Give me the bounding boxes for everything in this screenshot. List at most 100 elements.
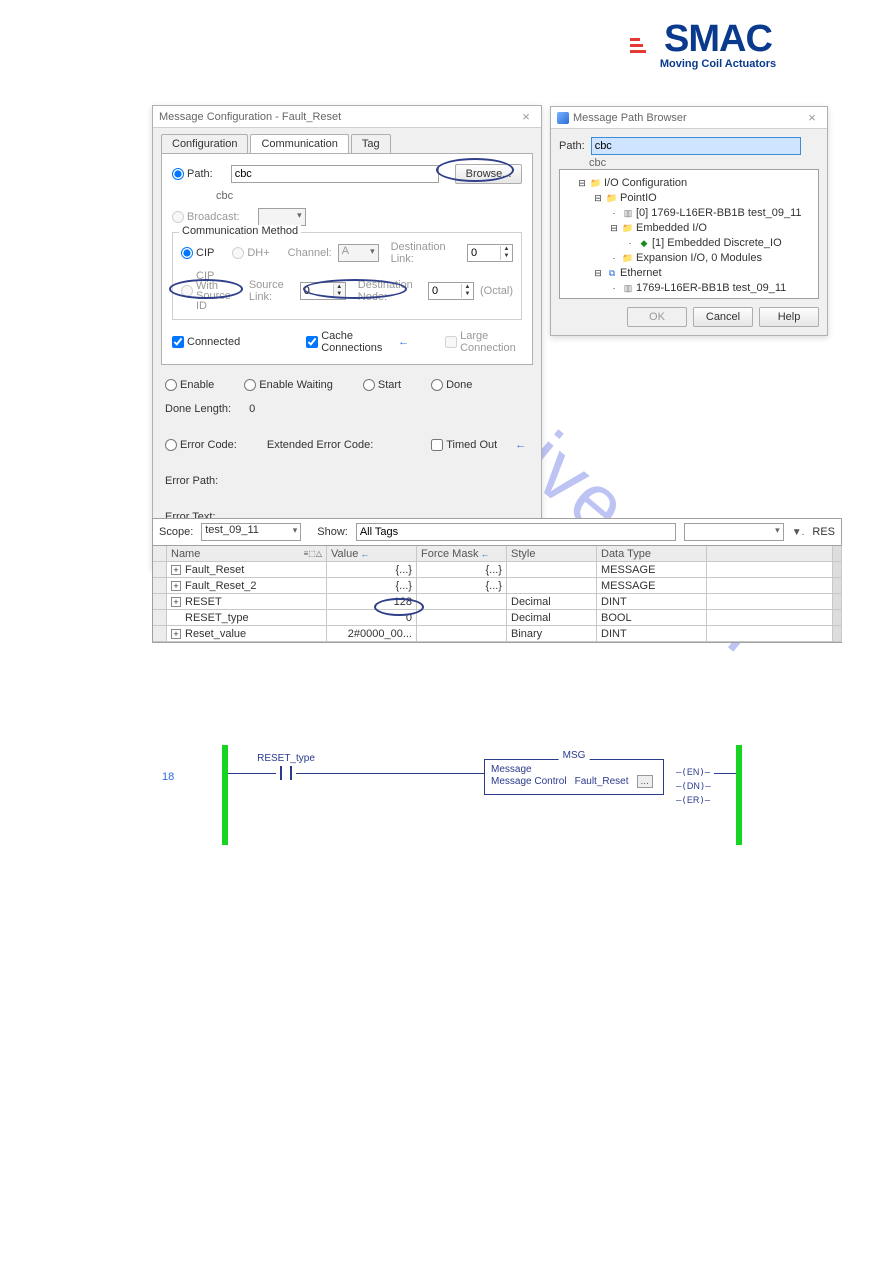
timed-out-label: Timed Out <box>446 439 497 451</box>
enable-waiting-label: Enable Waiting <box>259 379 333 391</box>
source-link-spinner[interactable]: ▲▼ <box>300 282 346 300</box>
show-label: Show: <box>317 526 348 538</box>
comm-method-title: Communication Method <box>179 225 301 237</box>
msg-control-tag: Fault_Reset <box>575 776 629 787</box>
msg-ellipsis-button[interactable]: ... <box>637 775 653 788</box>
tree-node[interactable]: ⊟📁I/O Configuration <box>564 176 814 191</box>
contact-reset-type[interactable]: RESET_type <box>276 766 296 783</box>
ext-error-label: Extended Error Code: <box>267 439 373 451</box>
table-row[interactable]: +Fault_Reset_2{...}{...}MESSAGE <box>153 578 841 594</box>
start-radio[interactable]: Start <box>363 379 401 391</box>
table-row[interactable]: RESET_type0DecimalBOOL <box>153 610 841 626</box>
connected-checkbox[interactable]: Connected <box>172 336 240 348</box>
logo-tagline: Moving Coil Actuators <box>638 58 798 70</box>
show-dropdown[interactable] <box>684 523 784 541</box>
dest-link-spinner[interactable]: ▲▼ <box>467 244 513 262</box>
ladder-rung: 18 RESET_type MSG Message Message Contro… <box>152 745 752 845</box>
table-row[interactable]: +RESET128DecimalDINT <box>153 594 841 610</box>
dest-node-spinner[interactable]: ▲▼ <box>428 282 474 300</box>
timed-out-arrow-icon: ← <box>515 439 526 451</box>
cip-with-radio[interactable]: CIP With Source ID <box>181 271 231 311</box>
source-link-value[interactable] <box>301 283 333 299</box>
enable-radio[interactable]: Enable <box>165 379 214 391</box>
tree-node[interactable]: ·▥1769-L16ER-BB1B test_09_11 <box>564 281 814 296</box>
message-configuration-dialog: Message Configuration - Fault_Reset × Co… <box>152 105 542 570</box>
cip-with-label: CIP With Source ID <box>196 271 231 311</box>
browse-button[interactable]: Browse... <box>455 164 522 184</box>
dialog-title: Message Configuration - Fault_Reset <box>159 106 341 128</box>
scope-select[interactable]: test_09_11 <box>201 523 301 541</box>
cancel-button[interactable]: Cancel <box>693 307 753 327</box>
large-conn-label: Large Connection <box>460 330 522 354</box>
filter-icon[interactable]: ▼. <box>792 527 805 538</box>
cip-radio[interactable]: CIP <box>181 247 214 259</box>
smac-logo: SMAC Moving Coil Actuators <box>638 22 798 70</box>
dest-link-value[interactable] <box>468 245 500 261</box>
pin-dn: —(DN)— <box>676 781 711 792</box>
contact-label: RESET_type <box>257 753 315 764</box>
msg-instruction[interactable]: MSG Message Message Control Fault_Reset … <box>484 759 664 795</box>
connected-label: Connected <box>187 336 240 348</box>
path-input[interactable] <box>231 165 439 183</box>
path-radio[interactable]: Path: <box>172 168 213 180</box>
path-tree[interactable]: ⊟📁I/O Configuration⊟📁PointIO·▥[0] 1769-L… <box>559 169 819 299</box>
done-radio[interactable]: Done <box>431 379 472 391</box>
col-name[interactable]: Name <box>171 548 200 560</box>
window-icon <box>557 112 569 124</box>
help-button[interactable]: Help <box>759 307 819 327</box>
cip-label: CIP <box>196 247 214 259</box>
right-rail <box>736 745 742 845</box>
tree-node[interactable]: ⊟⧉Ethernet <box>564 266 814 281</box>
tab-communication[interactable]: Communication <box>250 134 348 153</box>
tab-configuration[interactable]: Configuration <box>161 134 248 153</box>
cache-checkbox[interactable]: Cache Connections <box>306 330 390 354</box>
col-style[interactable]: Style <box>511 548 535 560</box>
table-row[interactable]: +Fault_Reset{...}{...}MESSAGE <box>153 562 841 578</box>
dest-node-value[interactable] <box>429 283 461 299</box>
close-icon[interactable]: × <box>517 106 535 128</box>
scope-label: Scope: <box>159 526 193 538</box>
msg-title: MSG <box>559 750 590 761</box>
col-value[interactable]: Value <box>331 548 358 560</box>
tree-node[interactable]: ⊟📁Embedded I/O <box>564 221 814 236</box>
channel-label: Channel: <box>288 247 332 259</box>
octal-label: (Octal) <box>480 285 513 297</box>
scope-value: test_09_11 <box>205 524 259 536</box>
timed-out-checkbox[interactable]: Timed Out <box>431 439 497 451</box>
comm-method-group: Communication Method CIP DH+ Channel: A … <box>172 232 522 320</box>
broadcast-select[interactable] <box>258 208 306 226</box>
logo-text: SMAC <box>638 22 798 56</box>
large-conn-checkbox[interactable]: Large Connection <box>445 330 522 354</box>
path-browser-titlebar: Message Path Browser × <box>551 107 827 129</box>
dhplus-radio[interactable]: DH+ <box>232 247 269 259</box>
tab-strip: Configuration Communication Tag <box>153 128 541 153</box>
msg-control-label: Message Control <box>491 776 567 787</box>
error-code-radio[interactable]: Error Code: <box>165 439 237 451</box>
close-icon[interactable]: × <box>803 107 821 129</box>
enable-waiting-radio[interactable]: Enable Waiting <box>244 379 333 391</box>
done-label: Done <box>446 379 472 391</box>
ok-button[interactable]: OK <box>627 307 687 327</box>
tree-node[interactable]: ·◆[1] Embedded Discrete_IO <box>564 236 814 251</box>
cache-arrow-icon: ← <box>398 336 409 348</box>
tab-tag[interactable]: Tag <box>351 134 391 153</box>
done-length-value: 0 <box>249 403 255 415</box>
broadcast-label: Broadcast: <box>187 211 240 223</box>
show-input[interactable] <box>356 523 676 541</box>
tree-node[interactable]: ⊟📁PointIO <box>564 191 814 206</box>
tree-node[interactable]: ·▥[0] 1769-L16ER-BB1B test_09_11 <box>564 206 814 221</box>
broadcast-radio[interactable]: Broadcast: <box>172 211 240 223</box>
filter-text: RES <box>812 526 835 538</box>
col-force[interactable]: Force Mask <box>421 548 478 560</box>
left-rail <box>222 745 228 845</box>
table-row[interactable]: +Reset_value2#0000_00...BinaryDINT <box>153 626 841 642</box>
dest-link-label: Destination Link: <box>391 241 461 265</box>
error-path-label: Error Path: <box>165 475 218 487</box>
dialog-titlebar: Message Configuration - Fault_Reset × <box>153 106 541 128</box>
error-code-label: Error Code: <box>180 439 237 451</box>
path-input[interactable] <box>591 137 801 155</box>
channel-select[interactable]: A <box>338 244 379 262</box>
col-dtype[interactable]: Data Type <box>601 548 651 560</box>
path-label: Path: <box>187 168 213 180</box>
tree-node[interactable]: ·📁Expansion I/O, 0 Modules <box>564 251 814 266</box>
